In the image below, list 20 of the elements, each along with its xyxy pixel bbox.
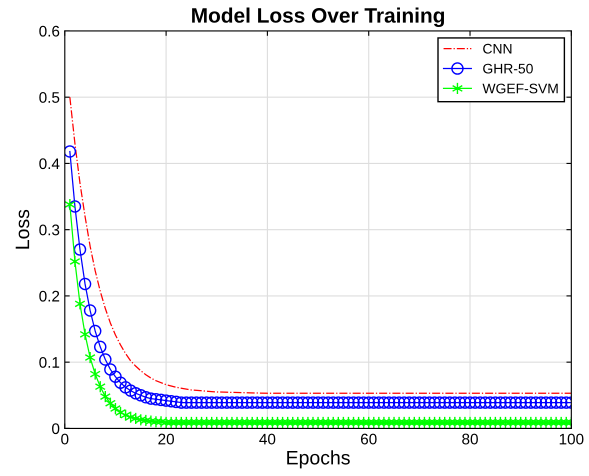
x-tick-label: 60	[360, 434, 377, 444]
y-tick-label: 0.3	[39, 224, 60, 236]
y-tick-label: 0.2	[39, 290, 60, 302]
x-tick-label: 100	[560, 434, 584, 444]
x-tick-label: 40	[259, 434, 276, 444]
chart-title: Model Loss Over Training	[192, 8, 444, 28]
x-tick-label: 80	[462, 434, 478, 444]
y-tick-label: 0.5	[39, 92, 60, 103]
y-tick-label: 0	[52, 423, 60, 434]
x-tick-label: 0	[61, 434, 68, 444]
x-axis-title: Epochs	[287, 450, 350, 468]
legend-label: CNN	[483, 44, 512, 54]
legend-label: WGEF-SVM	[482, 84, 558, 94]
line-series	[69, 96, 572, 394]
y-axis-title: Loss	[16, 210, 30, 249]
legend-label: GHR-50	[483, 64, 533, 74]
x-tick-label: 20	[158, 434, 174, 444]
y-tick-label: 0.6	[39, 26, 60, 37]
y-tick-label: 0.1	[39, 357, 60, 368]
y-tick-label: 0.4	[39, 158, 60, 170]
